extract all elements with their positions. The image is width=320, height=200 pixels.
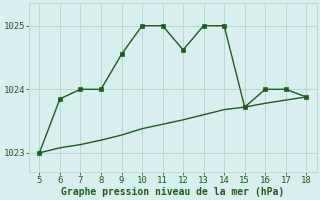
X-axis label: Graphe pression niveau de la mer (hPa): Graphe pression niveau de la mer (hPa) [61,186,284,197]
